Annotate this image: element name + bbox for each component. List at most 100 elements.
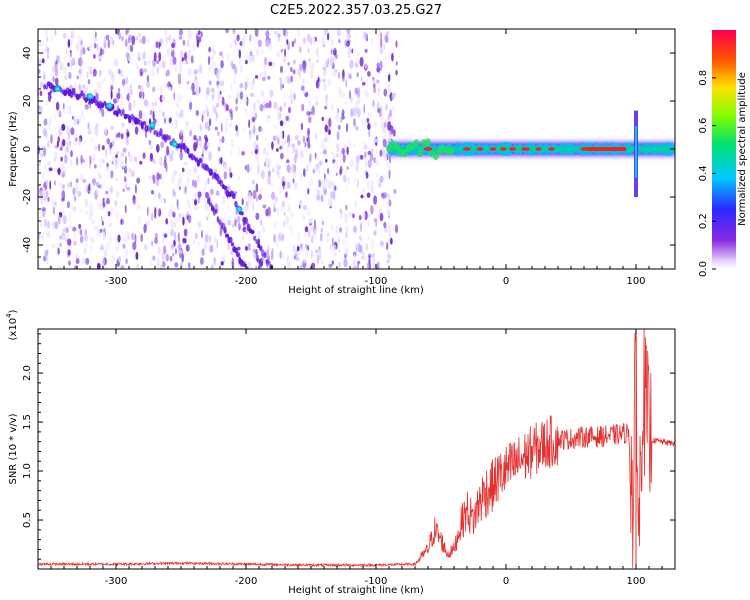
ridge-cell — [221, 222, 226, 231]
noise-cell — [66, 201, 70, 209]
noise-cell — [294, 154, 297, 164]
noise-cell — [118, 32, 121, 40]
noise-cell — [235, 124, 238, 132]
noise-cell — [71, 115, 74, 120]
noise-cell — [74, 67, 77, 74]
noise-cell — [359, 235, 362, 241]
noise-cell — [187, 67, 192, 77]
noise-cell — [129, 44, 134, 53]
noise-cell — [360, 194, 364, 199]
signal-peak — [508, 147, 517, 151]
noise-cell — [184, 238, 187, 244]
noise-cell — [292, 69, 296, 75]
noise-cell — [387, 113, 390, 121]
noise-cell — [339, 208, 342, 214]
noise-cell — [58, 127, 63, 137]
noise-cell — [310, 37, 313, 45]
noise-cell — [180, 50, 184, 58]
noise-cell — [354, 62, 358, 69]
noise-cell — [298, 204, 301, 209]
noise-cell — [283, 220, 286, 228]
noise-cell — [253, 253, 257, 259]
signal-core — [515, 145, 519, 153]
noise-cell — [373, 230, 377, 236]
snr-frame — [37, 328, 676, 570]
noise-cell — [334, 185, 337, 191]
noise-cell — [319, 79, 322, 83]
noise-cell — [229, 122, 232, 128]
noise-cell — [65, 228, 70, 238]
noise-cell — [246, 96, 249, 107]
y-tick-label: 0 — [22, 146, 33, 152]
noise-cell — [348, 138, 352, 149]
noise-cell — [364, 63, 367, 69]
noise-cell — [379, 175, 384, 183]
noise-cell — [78, 137, 82, 146]
noise-cell — [162, 261, 166, 269]
noise-cell — [155, 41, 159, 49]
noise-cell — [160, 141, 165, 149]
noise-cell — [93, 145, 98, 151]
noise-cell — [348, 46, 352, 54]
noise-cell — [377, 182, 382, 188]
noise-cell — [39, 41, 43, 47]
signal-core — [454, 145, 457, 153]
noise-cell — [253, 107, 257, 117]
ridge-cell — [247, 223, 250, 232]
noise-cell — [117, 132, 121, 138]
x-tick-label: -300 — [105, 276, 128, 287]
noise-cell — [307, 142, 311, 149]
noise-cell — [366, 180, 371, 190]
noise-cell — [185, 124, 189, 131]
noise-cell — [343, 258, 348, 268]
noise-cell — [171, 211, 176, 217]
noise-cell — [311, 234, 314, 244]
noise-cell — [211, 264, 214, 269]
noise-cell — [261, 76, 266, 82]
noise-cell — [176, 102, 179, 109]
noise-cell — [176, 92, 181, 103]
noise-cell — [235, 105, 239, 112]
ridge-cell — [234, 247, 239, 254]
noise-cell — [299, 243, 304, 249]
noise-cell — [299, 46, 302, 54]
noise-cell — [304, 226, 309, 233]
noise-cell — [39, 180, 42, 187]
noise-cell — [177, 244, 182, 251]
noise-cell — [150, 212, 154, 222]
noise-cell — [194, 206, 198, 211]
noise-cell — [45, 190, 49, 198]
noise-cell — [177, 180, 181, 190]
noise-cell — [249, 266, 254, 269]
noise-cell — [94, 164, 97, 169]
noise-cell — [316, 163, 320, 170]
noise-cell — [250, 80, 254, 91]
noise-cell — [327, 32, 330, 41]
noise-cell — [151, 102, 155, 108]
noise-cell — [187, 168, 192, 177]
noise-cell — [52, 75, 55, 84]
noise-cell — [267, 75, 271, 80]
noise-cell — [229, 110, 233, 118]
signal-peak — [548, 147, 555, 151]
noise-cell — [205, 95, 208, 100]
noise-cell — [376, 172, 379, 178]
noise-cell — [282, 57, 286, 64]
noise-cell — [39, 149, 43, 160]
noise-cell — [322, 144, 325, 152]
noise-cell — [342, 237, 346, 247]
noise-cell — [69, 158, 73, 167]
noise-cell — [38, 58, 42, 66]
noise-cell — [97, 202, 101, 211]
noise-cell — [378, 208, 382, 215]
noise-cell — [47, 196, 50, 202]
noise-cell — [193, 135, 197, 141]
noise-cell — [207, 212, 210, 219]
noise-cell — [310, 62, 315, 71]
ridge-cell — [144, 124, 149, 133]
noise-cell — [345, 204, 348, 211]
noise-cell — [43, 147, 46, 157]
noise-cell — [174, 64, 177, 73]
noise-cell — [84, 234, 88, 242]
noise-cell — [173, 92, 176, 100]
